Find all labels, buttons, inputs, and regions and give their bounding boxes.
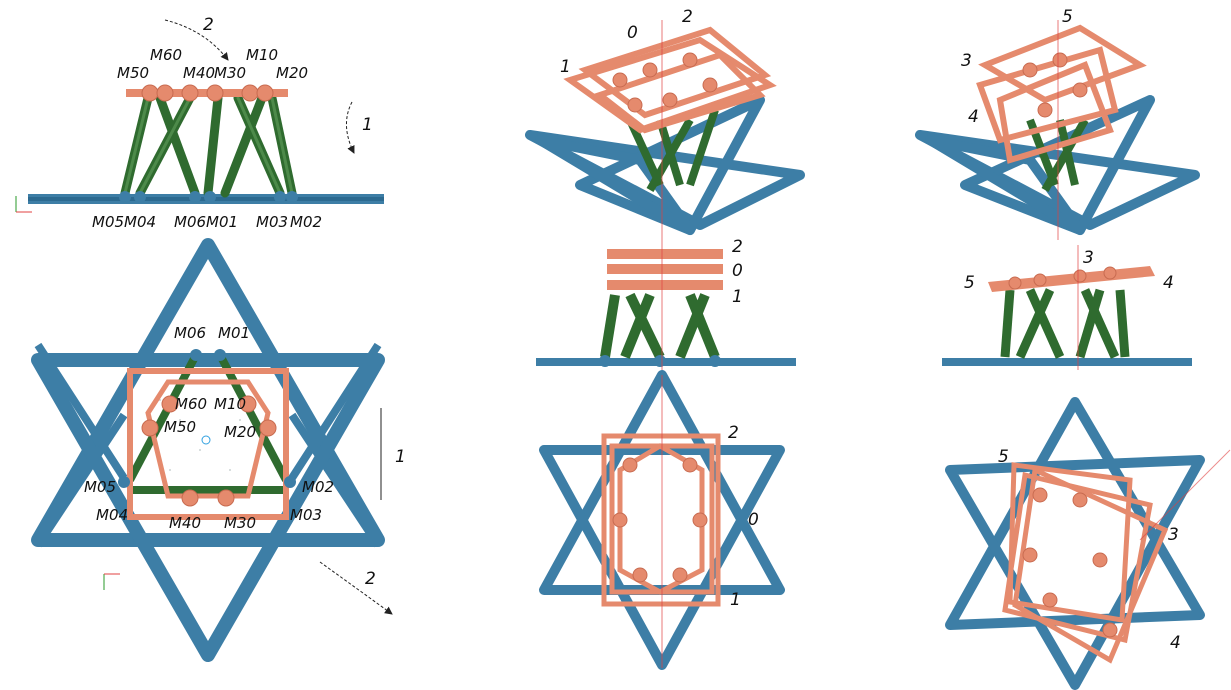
middle-iso-view: 0 2 1	[525, 7, 805, 240]
arrow-label-2: 2	[365, 569, 376, 589]
top-label-3: 3	[1168, 525, 1179, 545]
right-side-view: 3 5 4	[942, 245, 1192, 370]
iso-label-0: 0	[627, 23, 638, 43]
right-top-view: 5 3 4	[945, 397, 1231, 690]
iso-label-3: 3	[961, 51, 972, 71]
side-label-3: 3	[1083, 248, 1094, 268]
label-M02: M02	[290, 213, 322, 231]
axis-triad-icon	[15, 196, 32, 213]
label-M50: M50	[117, 64, 149, 82]
iso-label-2: 2	[682, 7, 693, 27]
label-M40: M40	[183, 64, 215, 82]
arrow-label-1: 1	[395, 447, 406, 467]
iso-label-4: 4	[968, 107, 979, 127]
iso-label-5: 5	[1062, 7, 1073, 27]
label-M06: M06	[174, 324, 206, 342]
side-label-5: 5	[964, 273, 975, 293]
label-M03: M03	[256, 213, 288, 231]
label-M10: M10	[246, 46, 278, 64]
translation-arrow-2-icon	[319, 561, 393, 615]
base-star	[31, 238, 385, 662]
rotation-arrow-2-icon	[164, 19, 229, 61]
top-label-0: 0	[748, 510, 759, 530]
center-marker-icon	[201, 435, 211, 445]
right-iso-view: 5 3 4	[915, 7, 1200, 240]
label-M01: M01	[218, 324, 250, 342]
arrow-label-1: 1	[362, 115, 373, 135]
side-label-1: 1	[732, 287, 743, 307]
top-label-4: 4	[1170, 633, 1181, 653]
label-M60: M60	[150, 46, 182, 64]
middle-side-view: 2 0 1	[536, 237, 796, 370]
label-M04: M04	[96, 506, 128, 524]
axis-triad-icon	[103, 573, 120, 590]
legs	[120, 93, 297, 198]
label-M20: M20	[276, 64, 308, 82]
iso-label-1: 1	[560, 57, 571, 77]
label-M50: M50	[164, 418, 196, 436]
label-M04: M04	[124, 213, 156, 231]
label-M01: M01	[206, 213, 238, 231]
rotation-arrow-1-icon	[346, 101, 355, 154]
label-M20: M20	[224, 423, 256, 441]
label-M10: M10	[214, 395, 246, 413]
label-M40: M40	[169, 514, 201, 532]
top-label-2: 2	[728, 423, 739, 443]
label-M05: M05	[92, 213, 124, 231]
side-label-2: 2	[732, 237, 743, 257]
label-M30: M30	[224, 514, 256, 532]
left-side-view: M50 M60 M40 M30 M10 M20 M05 M04 M06 M01 …	[15, 15, 384, 231]
label-M02: M02	[302, 478, 334, 496]
side-label-4: 4	[1163, 273, 1174, 293]
side-label-0: 0	[732, 261, 743, 281]
top-label-5: 5	[998, 447, 1009, 467]
arrow-label-2: 2	[203, 15, 214, 35]
label-M03: M03	[290, 506, 322, 524]
label-M06: M06	[174, 213, 206, 231]
top-label-1: 1	[730, 590, 741, 610]
left-top-view: M06 M01 M60 M10 M50 M20 M05 M02 M04 M03 …	[31, 238, 406, 662]
label-M60: M60	[175, 395, 207, 413]
middle-top-view: 2 0 1	[539, 370, 785, 670]
label-M05: M05	[84, 478, 116, 496]
label-M30: M30	[214, 64, 246, 82]
